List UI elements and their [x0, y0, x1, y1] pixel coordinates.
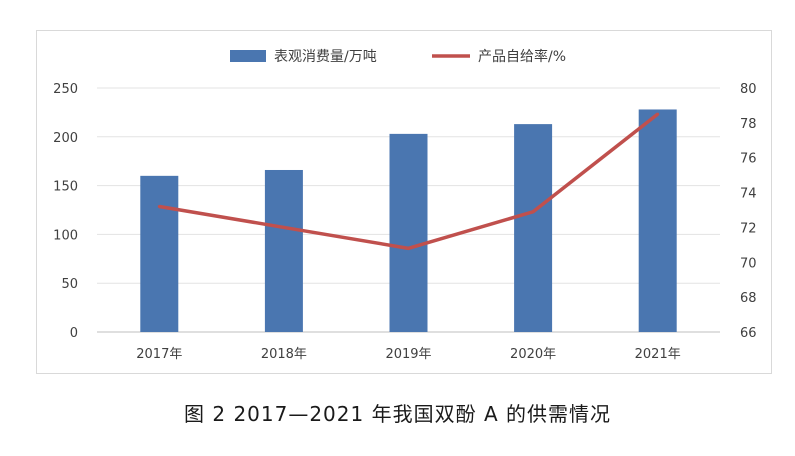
line-point — [531, 210, 535, 214]
legend-label-line: 产品自给率/% — [478, 48, 566, 65]
figure-caption: 图 2 2017—2021 年我国双酚 A 的供需情况 — [184, 402, 611, 426]
left-axis-tick-label: 0 — [70, 326, 78, 341]
line-point — [656, 112, 660, 116]
bar-表观消费量/万吨 — [514, 124, 553, 332]
line-point — [407, 246, 410, 250]
right-axis-tick-label: 70 — [740, 256, 757, 271]
bar-表观消费量/万吨 — [638, 109, 677, 332]
left-axis-tick-label: 100 — [53, 228, 78, 243]
right-axis-tick-label: 66 — [740, 326, 757, 341]
dual-axis-chart: 0 50 100 150 200 250 66 68 70 72 74 76 78 80 2017年 2018… — [53, 48, 757, 362]
legend-label-bar: 表观消费量/万吨 — [274, 49, 377, 65]
x-axis-tick-label: 2019年 — [385, 347, 431, 362]
line-point — [282, 225, 286, 229]
left-axis-tick-label: 200 — [53, 131, 78, 146]
x-axis-tick-label: 2021年 — [635, 347, 681, 362]
right-axis-tick-label: 78 — [740, 117, 757, 132]
bar-表观消费量/万吨 — [140, 175, 179, 332]
right-axis-tick-label: 76 — [740, 152, 757, 167]
right-axis-tick-label: 74 — [740, 187, 757, 202]
right-axis-tick-label: 72 — [740, 221, 757, 236]
right-axis-tick-label: 68 — [740, 291, 757, 306]
x-axis-tick-label: 2020年 — [510, 347, 556, 362]
x-axis-tick-label: 2017年 — [136, 347, 182, 362]
left-axis-tick-label: 50 — [61, 277, 78, 292]
left-axis-tick-label: 150 — [53, 180, 78, 195]
right-axis-tick-label: 80 — [740, 82, 757, 97]
left-axis-tick-label: 250 — [53, 82, 78, 97]
x-axis-tick-label: 2018年 — [261, 347, 307, 362]
bar-表观消费量/万吨 — [389, 133, 428, 332]
line-point — [157, 205, 161, 209]
legend-swatch-bar — [230, 50, 266, 62]
bar-表观消费量/万吨 — [264, 169, 303, 332]
